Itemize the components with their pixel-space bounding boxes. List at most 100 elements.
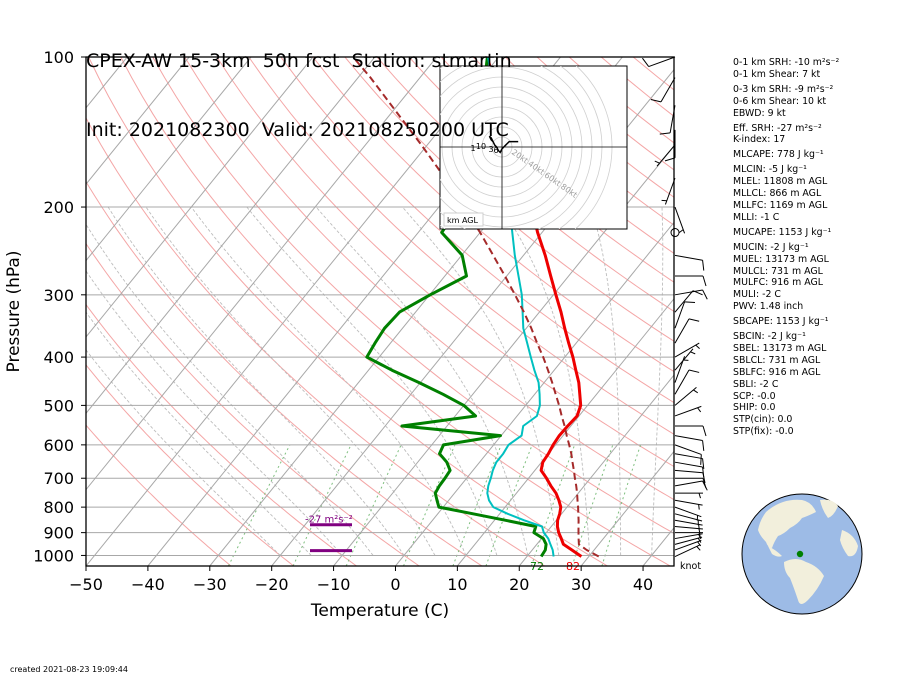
- wind-barb: [675, 425, 707, 437]
- wind-barb: [674, 453, 705, 469]
- dry-adiabat: [312, 57, 674, 373]
- param-line: MUCIN: -2 J kg⁻¹: [733, 241, 809, 253]
- y-tick-label: 100: [43, 48, 74, 67]
- isotherm: [86, 57, 376, 415]
- wind-barb: [674, 461, 705, 478]
- param-line: SBEL: 13173 m AGL: [733, 342, 827, 354]
- param-line: MUEL: 13173 m AGL: [733, 253, 829, 265]
- mixing-ratio-line: [571, 444, 614, 566]
- chart-title: CPEX-AW 15-3km 50h fcst Station: stmarti…: [86, 4, 512, 165]
- wind-barb: [674, 342, 700, 358]
- y-tick-label: 700: [43, 469, 74, 488]
- hodograph-height-label: 3: [488, 145, 493, 154]
- param-line: MLLFC: 1169 m AGL: [733, 199, 828, 211]
- param-line: MLCAPE: 778 J kg⁻¹: [733, 149, 824, 161]
- dry-adiabat: [86, 424, 232, 566]
- param-line: MLEL: 11808 m AGL: [733, 176, 828, 188]
- wind-barb: [675, 477, 707, 489]
- isotherm: [395, 221, 674, 566]
- param-line: STP(fix): -0.0: [733, 426, 794, 438]
- station-marker: [796, 550, 804, 558]
- wind-barb: [650, 77, 676, 103]
- param-line: MULFC: 916 m AGL: [733, 277, 823, 289]
- mixing-ratio-line: [452, 444, 502, 566]
- moist-adiabat: [651, 206, 664, 556]
- x-tick-label: −30: [193, 575, 227, 594]
- moist-adiabat: [86, 223, 374, 556]
- wind-barb: [674, 480, 708, 491]
- wind-barb: [674, 301, 696, 329]
- wind-barb: [675, 492, 703, 499]
- hodograph-height-label: 1: [470, 144, 475, 153]
- dry-adiabat: [408, 57, 674, 283]
- wind-barb: [674, 435, 705, 451]
- hodograph-height-label: 6: [493, 146, 498, 155]
- wind-barb: [674, 369, 700, 395]
- dry-adiabat: [120, 57, 671, 566]
- param-line: PWV: 1.48 inch: [733, 301, 804, 313]
- dry-adiabat: [88, 57, 608, 566]
- wind-barb: [674, 405, 702, 417]
- wind-barb: [675, 532, 703, 538]
- x-tick-label: 40: [633, 575, 653, 594]
- x-tick-label: −40: [131, 575, 165, 594]
- param-line: EBWD: 9 kt: [733, 107, 786, 119]
- mixing-ratio-line: [530, 444, 576, 566]
- wind-barb: [654, 144, 676, 167]
- dry-adiabat: [184, 57, 674, 501]
- wind-barb: [674, 536, 703, 545]
- moist-adiabat: [590, 206, 622, 556]
- wind-unit-label: knot: [680, 561, 701, 572]
- dry-adiabat: [152, 57, 674, 534]
- station-globe-map: [741, 493, 863, 615]
- y-tick-label: 600: [43, 436, 74, 455]
- moist-adiabat: [246, 206, 498, 556]
- dry-adiabat: [248, 57, 674, 435]
- isotherm: [86, 57, 499, 566]
- param-line: 0-1 km Shear: 7 kt: [733, 68, 821, 80]
- wind-barb: [659, 105, 676, 135]
- x-tick-label: 10: [447, 575, 467, 594]
- hodograph-height-label: 10: [476, 142, 486, 151]
- dry-adiabat: [86, 180, 483, 566]
- wind-barb: [674, 206, 686, 234]
- wind-barb-calm: [670, 228, 680, 238]
- wind-barb: [674, 356, 689, 383]
- wind-barb: [674, 499, 703, 510]
- moist-adiabat: [86, 349, 281, 556]
- hodograph-trace: [488, 135, 519, 154]
- wind-barb: [674, 544, 701, 557]
- wind-barb: [674, 539, 702, 551]
- param-line: MLLCL: 866 m AGL: [733, 188, 822, 200]
- dry-adiabat: [376, 57, 674, 313]
- moist-adiabat: [402, 206, 560, 556]
- param-line: SBCIN: -2 J kg⁻¹: [733, 331, 806, 343]
- isotherm: [86, 57, 252, 262]
- dry-adiabat: [344, 57, 674, 342]
- param-line: SBCAPE: 1153 J kg⁻¹: [733, 316, 829, 328]
- plot-frame: [85, 56, 675, 567]
- x-axis-label: Temperature (C): [310, 601, 449, 621]
- wind-barb: [664, 129, 676, 162]
- title-line-2: Init: 2021082300 Valid: 202108250200 UTC: [86, 119, 509, 141]
- dry-adiabat: [216, 57, 674, 468]
- isotherm: [518, 374, 674, 566]
- isotherm: [456, 297, 674, 566]
- mixing-ratio-line: [601, 444, 642, 566]
- wind-barb: [674, 444, 702, 465]
- param-line: Eff. SRH: -27 m²s⁻²: [733, 122, 822, 134]
- moist-adiabat: [107, 206, 405, 556]
- y-tick-label: 800: [43, 498, 74, 517]
- isotherm: [580, 450, 674, 566]
- wind-barb: [674, 318, 700, 344]
- hodograph-frame: [439, 65, 628, 230]
- isotherm: [86, 57, 314, 338]
- param-line: SBLI: -2 C: [733, 378, 779, 390]
- wetbulb-profile: [486, 57, 555, 557]
- hodograph-legend-box: [443, 212, 484, 227]
- param-line: MULI: -2 C: [733, 289, 781, 301]
- wind-barb: [674, 506, 702, 521]
- param-line: K-index: 17: [733, 134, 786, 146]
- x-tick-label: −10: [317, 575, 351, 594]
